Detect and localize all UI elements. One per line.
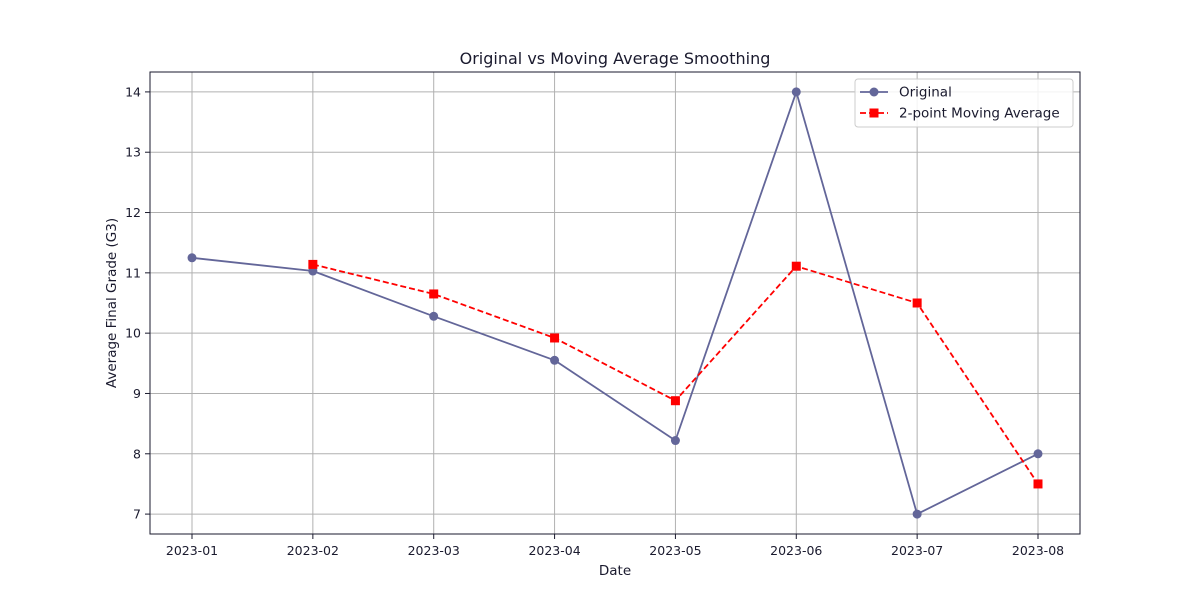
data-point-0 bbox=[429, 311, 439, 321]
series-layer bbox=[187, 87, 1043, 519]
y-axis-label: Average Final Grade (G3) bbox=[104, 218, 120, 388]
y-tick-label: 10 bbox=[125, 326, 141, 341]
series-line-0 bbox=[191, 91, 1039, 515]
y-tick-label: 7 bbox=[133, 507, 141, 522]
legend-box bbox=[854, 78, 1074, 128]
y-tick-label: 9 bbox=[133, 386, 141, 401]
data-point-1 bbox=[791, 261, 801, 271]
x-tick-label: 2023-02 bbox=[287, 543, 339, 558]
data-point-0 bbox=[912, 509, 922, 519]
data-point-0 bbox=[187, 253, 197, 263]
y-tick-label: 14 bbox=[125, 84, 141, 99]
data-point-1 bbox=[912, 298, 922, 308]
data-point-0 bbox=[1033, 449, 1043, 459]
legend-label: 2-point Moving Average bbox=[899, 106, 1060, 122]
y-tick-label: 12 bbox=[125, 205, 141, 220]
x-tick-label: 2023-05 bbox=[649, 543, 701, 558]
x-tick-label: 2023-04 bbox=[528, 543, 580, 558]
y-tick-label: 13 bbox=[125, 145, 141, 160]
data-point-1 bbox=[1033, 479, 1043, 489]
x-tick-label: 2023-03 bbox=[408, 543, 460, 558]
legend-swatch-marker bbox=[869, 108, 879, 118]
x-axis-label: Date bbox=[599, 563, 631, 579]
x-tick-label: 2023-08 bbox=[1012, 543, 1064, 558]
data-point-0 bbox=[791, 87, 801, 97]
data-point-0 bbox=[670, 436, 680, 446]
x-tick-label: 2023-01 bbox=[166, 543, 218, 558]
data-point-1 bbox=[429, 289, 439, 299]
data-point-1 bbox=[670, 396, 680, 406]
plot-frame bbox=[149, 71, 1081, 535]
x-tick-label: 2023-06 bbox=[770, 543, 822, 558]
y-tick-label: 8 bbox=[133, 446, 141, 461]
data-point-0 bbox=[550, 355, 560, 365]
y-tick-label: 11 bbox=[125, 265, 141, 280]
axis-ticks: 2023-01 2023-02 2023-03 2023-04 2023-05 2023-… bbox=[125, 84, 1064, 558]
grid bbox=[150, 72, 1080, 534]
chart-title: Original vs Moving Average Smoothing bbox=[460, 49, 771, 68]
data-point-1 bbox=[308, 259, 318, 269]
legend-label: Original bbox=[899, 85, 952, 101]
legend-swatch-marker bbox=[869, 87, 879, 97]
x-tick-label: 2023-07 bbox=[891, 543, 943, 558]
data-point-1 bbox=[550, 333, 560, 343]
legend: Original 2-point Moving Average bbox=[854, 78, 1074, 128]
